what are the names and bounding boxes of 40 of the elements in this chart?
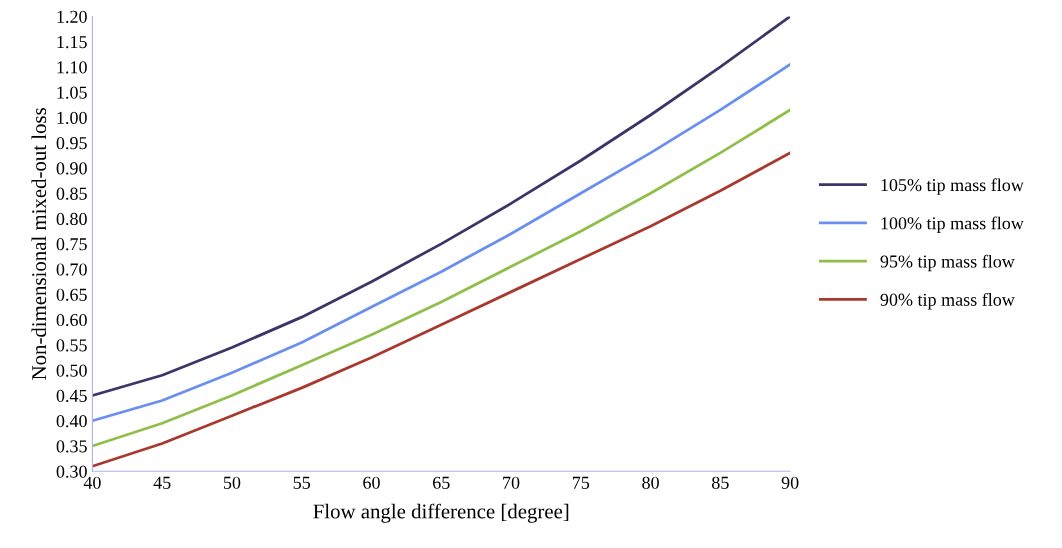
legend-label: 95% tip mass flow <box>880 254 1015 272</box>
x-tick-label: 70 <box>503 476 520 489</box>
x-tick-label: 55 <box>293 476 311 489</box>
y-tick-label: 0.80 <box>56 212 87 226</box>
x-tick-label: 45 <box>153 476 171 489</box>
x-tick-label: 65 <box>433 476 450 489</box>
y-axis-title: Non-dimensional mixed-out loss <box>31 108 47 380</box>
y-tick-label: 0.35 <box>56 440 87 453</box>
y-tick-label: 1.20 <box>57 10 87 23</box>
legend-label: 90% tip mass flow <box>880 292 1015 310</box>
line-series <box>92 108 791 448</box>
y-tick-label: 0.90 <box>56 162 87 175</box>
line-series <box>92 63 791 423</box>
y-tick-label: 0.50 <box>56 364 87 377</box>
x-axis-title: Flow angle difference [degree] <box>313 503 569 523</box>
y-tick-label: 0.75 <box>56 238 87 251</box>
y-tick-label: 0.30 <box>56 465 87 478</box>
x-tick-label: 50 <box>223 476 241 489</box>
y-tick-label: 0.85 <box>56 187 87 200</box>
y-tick-label: 0.65 <box>56 288 87 301</box>
x-tick-label: 40 <box>83 476 101 489</box>
y-tick-label: 0.70 <box>56 263 87 276</box>
y-tick-label: 0.60 <box>56 313 87 327</box>
x-tick-label: 85 <box>712 476 729 489</box>
y-tick-label: 1.10 <box>57 61 87 74</box>
line-series <box>92 16 791 397</box>
x-tick-label: 60 <box>363 476 380 489</box>
y-tick-label: 0.95 <box>56 137 87 150</box>
y-tick-label: 0.45 <box>56 389 87 402</box>
legend-label: 100% tip mass flow <box>881 216 1024 234</box>
legend-label: 105% tip mass flow <box>881 178 1024 195</box>
y-tick-label: 0.40 <box>56 415 87 428</box>
x-tick-label: 90 <box>781 476 799 489</box>
y-tick-label: 1.15 <box>57 36 87 49</box>
y-tick-label: 1.05 <box>57 86 87 99</box>
y-tick-label: 1.00 <box>57 111 87 125</box>
x-tick-label: 80 <box>642 476 659 489</box>
line-series <box>92 151 791 468</box>
y-tick-label: 0.55 <box>56 339 87 352</box>
x-tick-label: 75 <box>572 476 590 489</box>
